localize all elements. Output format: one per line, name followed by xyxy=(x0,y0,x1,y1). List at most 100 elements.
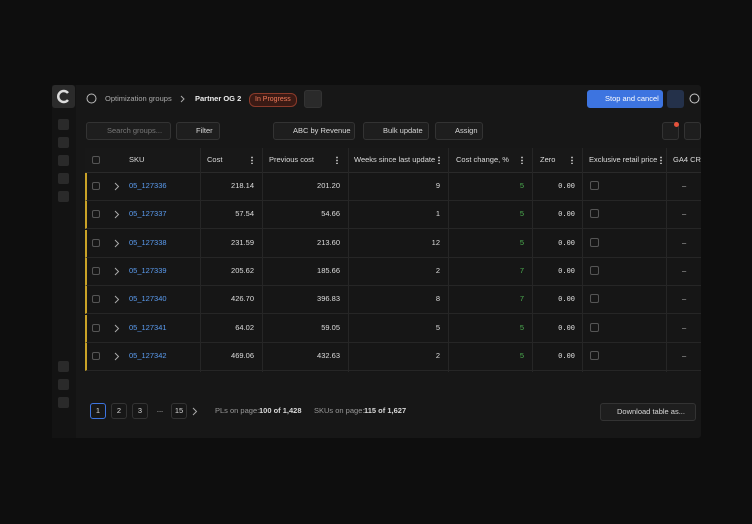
cell: 432.63 xyxy=(317,350,340,360)
page-button[interactable]: 2 xyxy=(111,403,127,419)
filter-button[interactable]: Filter xyxy=(176,122,220,140)
column-header[interactable]: Weeks since last update xyxy=(354,155,436,164)
bulk-update-button[interactable]: Bulk update xyxy=(363,122,429,140)
column-header[interactable]: Cost change, % xyxy=(456,155,509,164)
cell: 7 xyxy=(519,294,524,304)
retail-checkbox[interactable] xyxy=(590,237,599,247)
nav-icon[interactable] xyxy=(58,361,69,372)
retail-checkbox[interactable] xyxy=(590,322,599,332)
sku-link[interactable]: 05_127341 xyxy=(129,322,167,332)
cell: 5 xyxy=(519,209,524,219)
nav-icon[interactable] xyxy=(58,173,69,184)
expand-chevron[interactable] xyxy=(114,352,120,364)
settings[interactable] xyxy=(684,122,701,140)
expand-chevron[interactable] xyxy=(114,324,120,336)
breadcrumb[interactable]: Optimization groups xyxy=(105,94,172,103)
info-icon[interactable] xyxy=(689,93,700,104)
cell: 9 xyxy=(435,181,440,190)
nav-icon[interactable] xyxy=(58,137,69,148)
cell: 12 xyxy=(431,237,440,247)
page-button[interactable]: 1 xyxy=(90,403,106,419)
search-input[interactable]: Search groups... xyxy=(86,122,171,140)
retail-checkbox[interactable] xyxy=(590,209,599,219)
nav-icon[interactable] xyxy=(58,191,69,202)
column-divider xyxy=(448,148,449,372)
column-divider xyxy=(348,148,349,372)
expand-chevron[interactable] xyxy=(114,182,120,194)
column-menu[interactable] xyxy=(660,156,662,164)
column-header[interactable]: GA4 CR xyxy=(673,155,701,164)
column-divider xyxy=(666,148,667,372)
checkbox[interactable] xyxy=(92,351,100,360)
next-page[interactable] xyxy=(192,407,198,419)
nav-icon[interactable] xyxy=(58,119,69,130)
table-row xyxy=(85,314,701,343)
cell: 1 xyxy=(435,209,440,219)
expand-chevron[interactable] xyxy=(114,295,120,307)
expand-chevron[interactable] xyxy=(114,210,120,222)
cell: 54.66 xyxy=(321,209,340,219)
view-toggle[interactable] xyxy=(324,90,342,108)
column-header[interactable]: Cost xyxy=(207,155,223,164)
button-label: Bulk update xyxy=(383,126,423,135)
checkbox[interactable] xyxy=(92,238,100,247)
stop-button[interactable]: Stop and cancel xyxy=(587,90,663,108)
pls-value: 100 of 1,428 xyxy=(259,406,302,415)
sku-link[interactable]: 05_127340 xyxy=(129,294,167,304)
page-button[interactable]: 3 xyxy=(132,403,148,419)
column-menu[interactable] xyxy=(571,156,573,164)
cell: 201.20 xyxy=(317,181,340,190)
checkbox[interactable] xyxy=(92,182,100,190)
sku-link[interactable]: 05_127338 xyxy=(129,237,167,247)
column-header[interactable]: SKU xyxy=(129,155,145,164)
table-row xyxy=(85,257,701,286)
ga4-cr: – xyxy=(682,181,687,190)
abc-button[interactable]: ABC by Revenue xyxy=(273,122,355,140)
skus-value: 115 of 1,627 xyxy=(364,406,407,415)
column-menu[interactable] xyxy=(438,156,440,164)
cell: 5 xyxy=(435,322,440,332)
header-row xyxy=(85,148,701,173)
expand-chevron[interactable] xyxy=(114,239,120,251)
expand-chevron[interactable] xyxy=(114,267,120,279)
column-header[interactable]: Exclusive retail price xyxy=(589,155,658,164)
column-menu[interactable] xyxy=(521,156,523,164)
ga4-cr: – xyxy=(682,209,687,219)
column-header[interactable]: Previous cost xyxy=(269,155,315,164)
sku-link[interactable]: 05_127342 xyxy=(129,350,167,360)
cell: 0.00 xyxy=(558,182,575,190)
cell: 5 xyxy=(519,181,524,190)
sku-link[interactable]: 05_127339 xyxy=(129,265,167,275)
retail-checkbox[interactable] xyxy=(590,265,599,275)
retail-checkbox[interactable] xyxy=(590,350,599,360)
notifications[interactable] xyxy=(662,122,679,140)
nav-icon[interactable] xyxy=(58,155,69,166)
retail-checkbox[interactable] xyxy=(590,181,599,190)
nav-icon[interactable] xyxy=(58,379,69,390)
page-button[interactable]: ... xyxy=(156,405,164,414)
column-menu[interactable] xyxy=(251,156,253,164)
chart-button[interactable] xyxy=(667,90,684,108)
nav-icon[interactable] xyxy=(58,397,69,408)
column-header[interactable]: Zero xyxy=(540,155,556,164)
download-button[interactable]: Download table as... xyxy=(600,403,696,421)
page-button[interactable]: 15 xyxy=(171,403,187,419)
retail-checkbox[interactable] xyxy=(590,294,599,304)
checkbox[interactable] xyxy=(92,210,100,219)
assign-button[interactable]: Assign xyxy=(435,122,483,140)
cell: 5 xyxy=(519,322,524,332)
button-label: Filter xyxy=(196,126,213,135)
button-label: Assign xyxy=(455,126,478,135)
cell: 0.00 xyxy=(558,351,575,360)
view-toggle[interactable] xyxy=(304,90,322,108)
checkbox[interactable] xyxy=(92,323,100,332)
checkbox[interactable] xyxy=(92,156,100,164)
checkbox[interactable] xyxy=(92,295,100,304)
cell: 5 xyxy=(519,350,524,360)
sku-link[interactable]: 05_127336 xyxy=(129,181,167,190)
cell: 2 xyxy=(435,265,440,275)
column-menu[interactable] xyxy=(336,156,338,164)
sku-link[interactable]: 05_127337 xyxy=(129,209,167,219)
checkbox[interactable] xyxy=(92,266,100,275)
